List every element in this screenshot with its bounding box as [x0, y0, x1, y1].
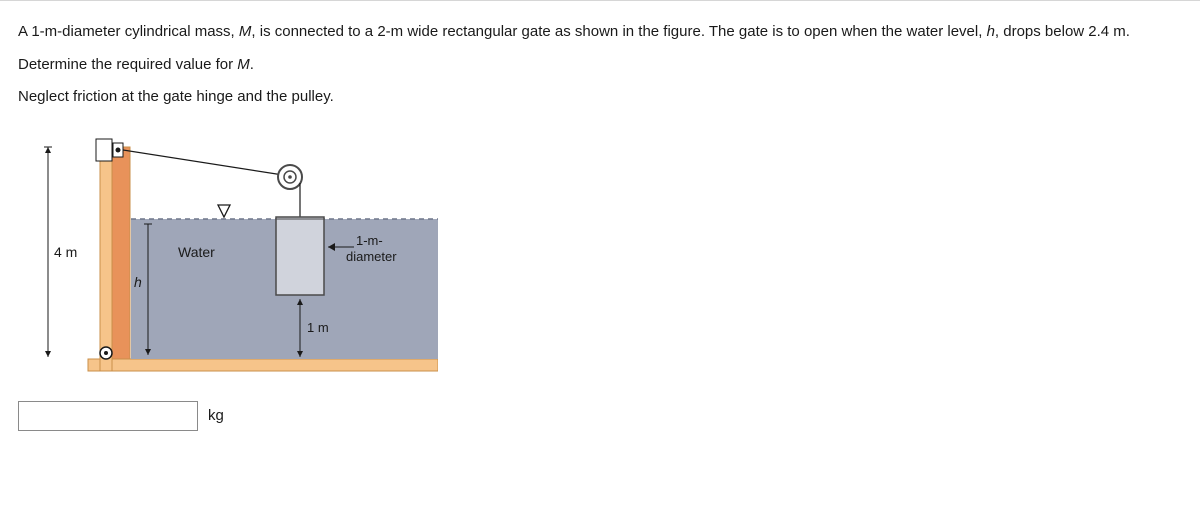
problem-para-2: Determine the required value for M.	[18, 54, 1182, 77]
svg-text:1 m: 1 m	[307, 320, 329, 335]
answer-row: kg	[18, 401, 1182, 431]
problem-para-1: A 1-m-diameter cylindrical mass, M, is c…	[18, 21, 1182, 44]
var-h: h	[987, 23, 995, 40]
svg-text:Water: Water	[178, 244, 215, 260]
text: , is connected to a 2-m wide rectangular…	[251, 23, 986, 40]
var-M: M	[237, 56, 250, 73]
answer-input[interactable]	[18, 401, 198, 431]
problem-statement: A 1-m-diameter cylindrical mass, M, is c…	[18, 21, 1182, 109]
svg-text:4 m: 4 m	[54, 244, 77, 260]
unit-label: kg	[208, 407, 224, 424]
text: A 1-m-diameter cylindrical mass,	[18, 23, 239, 40]
text: .	[250, 56, 254, 73]
problem-para-3: Neglect friction at the gate hinge and t…	[18, 86, 1182, 109]
problem-figure: 1 m 1-m-diameter Water h 4 m	[18, 127, 438, 387]
svg-text:h: h	[134, 274, 142, 290]
text: , drops below 2.4 m.	[995, 23, 1130, 40]
text: Determine the required value for	[18, 56, 237, 73]
svg-text:1-m-: 1-m-	[356, 233, 383, 248]
var-M: M	[239, 23, 252, 40]
svg-text:diameter: diameter	[346, 249, 397, 264]
